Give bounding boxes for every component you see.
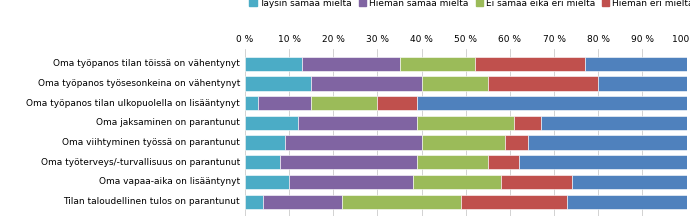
- Bar: [422, 76, 488, 91]
- Bar: [311, 96, 377, 110]
- Bar: [528, 135, 687, 150]
- Bar: [285, 135, 422, 150]
- Bar: [475, 57, 585, 71]
- Bar: [245, 175, 289, 189]
- Bar: [258, 96, 311, 110]
- Bar: [311, 76, 422, 91]
- Bar: [488, 155, 519, 169]
- Bar: [417, 155, 488, 169]
- Bar: [400, 57, 475, 71]
- Bar: [245, 194, 263, 209]
- Bar: [506, 135, 528, 150]
- Bar: [245, 135, 285, 150]
- Bar: [488, 76, 598, 91]
- Bar: [585, 57, 687, 71]
- Bar: [417, 116, 514, 130]
- Bar: [377, 96, 417, 110]
- Bar: [417, 96, 687, 110]
- Bar: [422, 135, 506, 150]
- Bar: [245, 155, 280, 169]
- Bar: [519, 155, 687, 169]
- Bar: [245, 96, 258, 110]
- Bar: [541, 116, 687, 130]
- Bar: [263, 194, 342, 209]
- Bar: [501, 175, 572, 189]
- Bar: [298, 116, 417, 130]
- Bar: [462, 194, 567, 209]
- Bar: [598, 76, 687, 91]
- Legend: Täysin samaa mieltä, Hieman samaa mieltä, Ei samaa eikä eri mieltä, Hieman eri m: Täysin samaa mieltä, Hieman samaa mieltä…: [250, 0, 690, 8]
- Bar: [572, 175, 687, 189]
- Bar: [289, 175, 413, 189]
- Bar: [567, 194, 687, 209]
- Bar: [245, 116, 298, 130]
- Bar: [413, 175, 501, 189]
- Bar: [302, 57, 400, 71]
- Bar: [245, 57, 302, 71]
- Bar: [245, 76, 311, 91]
- Bar: [342, 194, 462, 209]
- Bar: [280, 155, 417, 169]
- Bar: [514, 116, 541, 130]
